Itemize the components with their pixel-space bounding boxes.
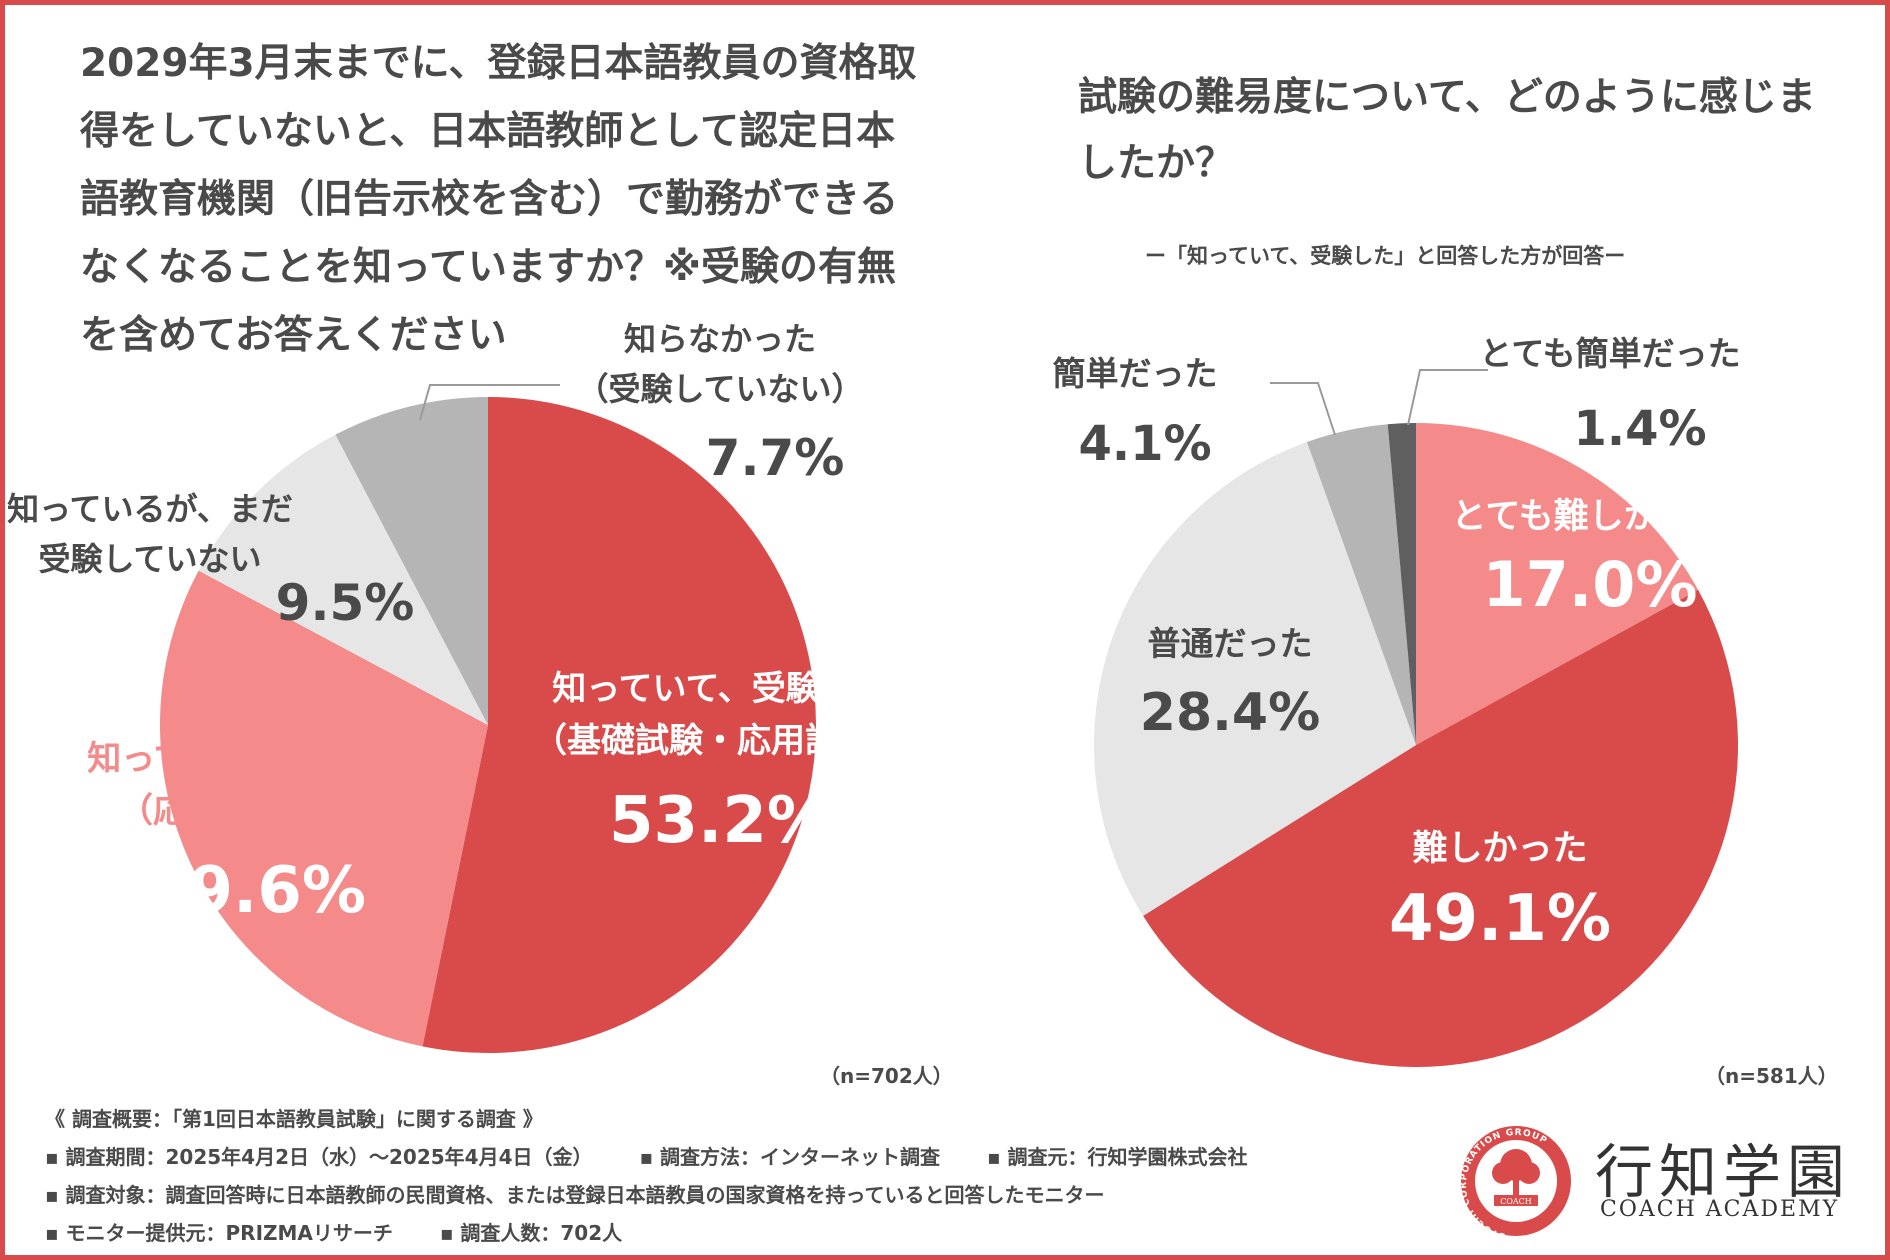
question-2-subtitle: ー「知っていて、受験した」と回答した方が回答ー [1145,244,1626,268]
question-2-title: 試験の難易度について、どのように感じましたか？ [1078,75,1816,186]
chart-1-label-1: 知っていて、受験した [552,669,888,709]
logo-name: 行知学園 [1595,1138,1852,1206]
chart-2-label-4: 簡単だった [1053,354,1218,393]
chart-1-slice-2 [160,570,489,1047]
chart-2-slice-5 [1387,423,1416,745]
chart-1-n: （n=702人） [820,1064,953,1088]
pie-charts: 知っていて、受験した （基礎試験・応用試験） 53.2% 知っていて、受験した （応用試… [7,320,1741,1067]
survey-footer: 《 調査概要：「第1回日本語教員試験」に関する調査 》 ▪ 調査期間：2025年… [45,1100,1248,1252]
footer-row-3: ▪ モニター提供元：PRIZMAリサーチ ▪ 調査人数：702人 [45,1214,1248,1252]
footer-heading: 《 調査概要：「第1回日本語教員試験」に関する調査 》 [45,1107,543,1131]
chart-2-value-2: 49.1% [1389,882,1611,956]
chart-2-label-5: とても簡単だった [1479,334,1740,373]
chart-1-label-4: 知らなかった [624,320,816,358]
chart-1-label-3: 受験していない [38,540,261,578]
chart-2-label-3: 普通だった [1148,624,1313,663]
chart-2-value-4: 4.1% [1078,416,1211,472]
chart-1-value-3: 9.5% [276,574,415,632]
chart-2-slice-2 [1143,589,1738,1067]
chart-1-leader-4 [419,384,560,421]
chart-2-slice-1 [1416,423,1699,745]
coach-academy-logo: GYOCHI CORPORATION GROUP COACH [1459,1126,1571,1238]
chart-2-slice-4 [1306,424,1416,745]
chart-1-label-4: （受験していない） [576,370,863,408]
chart-2-value-5: 1.4% [1573,401,1706,457]
chart-1-value-4: 7.7% [706,429,845,487]
chart-2-label-1: とても難しかった [1451,497,1728,537]
chart-1-value-2: 29.6% [144,854,366,928]
chart-2-slice-3 [1094,442,1416,916]
chart-2-value-1: 17.0% [1482,548,1697,621]
footer-row-1: ▪ 調査期間：2025年4月2日（水）～2025年4月4日（金） ▪ 調査方法：… [45,1138,1248,1176]
question-1-title: 2029年3月末までに、登録日本語教員の資格取得をしていないと、日本語教師として… [80,41,917,358]
chart-1-slice-3 [198,434,489,725]
footer-provider: ▪ モニター提供元：PRIZMAリサーチ [45,1221,393,1245]
chart-2-leader-4 [1270,382,1336,436]
footer-count: ▪ 調査人数：702人 [439,1221,623,1245]
chart-2-label-2: 難しかった [1412,829,1587,869]
chart-1-label-3: 知っているが、まだ [7,490,293,528]
chart-1-slice-1 [422,397,817,1054]
footer-source: ▪ 調査元：行知学園株式会社 [986,1145,1248,1169]
chart-2-value-3: 28.4% [1140,683,1320,743]
chart-1-label-1: （基礎試験・応用試験） [533,721,907,761]
logo-badge-text: COACH [1500,1197,1532,1206]
chart-1-label-2: （応用試験のみ） [119,791,391,831]
chart-2-n: （n=581人） [1705,1064,1838,1088]
chart-1-value-1: 53.2% [609,784,831,858]
chart-2-leader-5 [1407,369,1488,426]
footer-period: ▪ 調査期間：2025年4月2日（水）～2025年4月4日（金） [45,1145,593,1169]
footer-method: ▪ 調査方法：インターネット調査 [639,1145,941,1169]
chart-1-label-2: 知っていて、受験した [87,739,423,779]
footer-target: ▪ 調査対象：調査回答時に日本語教師の民間資格、または登録日本語教員の国家資格を… [45,1183,1105,1207]
logo-sub: COACH ACADEMY [1600,1197,1840,1222]
tree-icon [1492,1149,1540,1195]
chart-1-slice-4 [335,397,488,725]
